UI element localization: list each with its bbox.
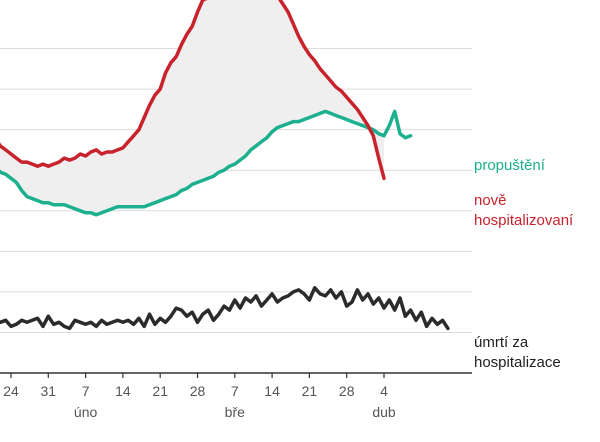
x-month-label: dub xyxy=(372,404,396,420)
x-tick-label: 21 xyxy=(302,383,318,399)
series-line-2 xyxy=(0,286,450,331)
series-label: hospitalizovaní xyxy=(474,212,574,229)
series-labels: nově hospitalizovaní propuštění úmrtí za hos… xyxy=(474,157,574,371)
x-tick-label: 4 xyxy=(380,383,388,399)
x-tick-label: 28 xyxy=(339,383,355,399)
x-tick-label: 7 xyxy=(82,383,90,399)
x-tick-label: 14 xyxy=(264,383,280,399)
gap-fill-area xyxy=(0,0,384,215)
series-line-1 xyxy=(0,109,413,217)
series-label: úmrtí za xyxy=(474,334,529,351)
x-tick-label: 21 xyxy=(152,383,168,399)
series-label: propuštění xyxy=(474,157,546,174)
series-line-0 xyxy=(0,0,386,181)
x-tick-label: 14 xyxy=(115,383,131,399)
x-month-label: bře xyxy=(225,404,245,420)
x-tick-label: 7 xyxy=(231,383,239,399)
series-group xyxy=(0,0,450,331)
x-tick-label: 24 xyxy=(3,383,19,399)
x-month-label: úno xyxy=(74,404,98,420)
x-tick-label: 31 xyxy=(41,383,57,399)
series-label: hospitalizace xyxy=(474,354,561,371)
x-tick-label: 28 xyxy=(190,383,206,399)
x-axis-ticks: 24 31 7 úno 14 21 28 7 bře 14 21 28 4 dub xyxy=(3,373,396,420)
series-label: nově xyxy=(474,192,507,209)
